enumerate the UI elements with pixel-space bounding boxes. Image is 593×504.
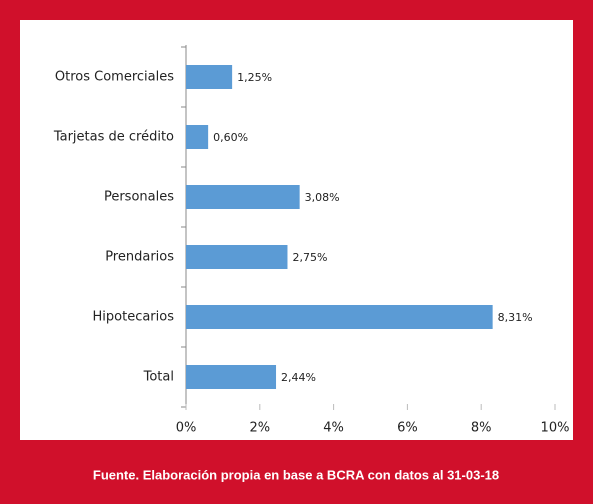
y-tick-label: Total (143, 370, 174, 385)
plot-panel (20, 20, 573, 440)
x-tick-label: 6% (397, 421, 418, 436)
y-tick-label: Personales (104, 190, 174, 205)
bar (186, 245, 288, 269)
bar (186, 365, 277, 389)
bar (186, 185, 300, 209)
x-tick-label: 0% (176, 421, 197, 436)
y-tick-label: Otros Comerciales (55, 70, 174, 85)
x-tick-label: 4% (323, 421, 344, 436)
x-tick-label: 8% (471, 421, 492, 436)
y-tick-label: Hipotecarios (93, 310, 175, 325)
source-note: Fuente. Elaboración propia en base a BCR… (93, 467, 499, 482)
data-label: 0,60% (213, 131, 248, 144)
bar (186, 65, 233, 89)
bar (186, 125, 209, 149)
x-tick-label: 2% (249, 421, 270, 436)
data-label: 2,44% (281, 371, 316, 384)
y-tick-label: Prendarios (105, 250, 174, 265)
data-label: 3,08% (305, 191, 340, 204)
data-label: 2,75% (292, 251, 327, 264)
bar (186, 305, 493, 329)
y-tick-label: Tarjetas de crédito (53, 130, 174, 145)
data-label: 1,25% (237, 71, 272, 84)
data-label: 8,31% (498, 311, 533, 324)
x-tick-label: 10% (541, 421, 570, 436)
